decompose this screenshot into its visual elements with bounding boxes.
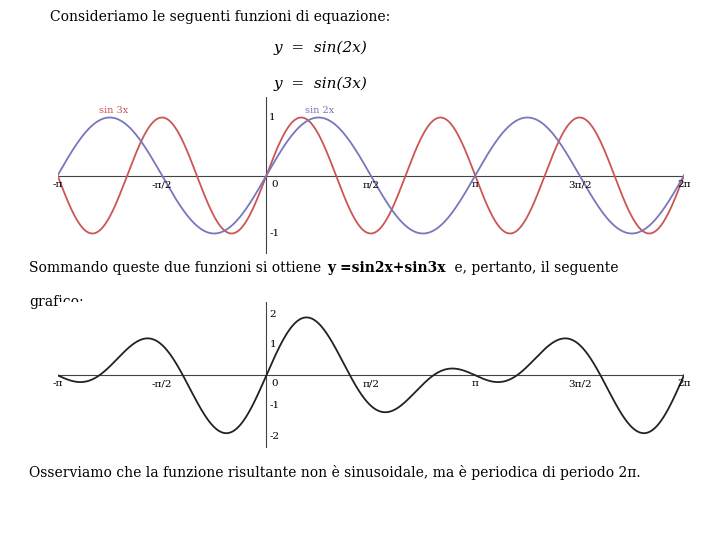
Text: -1: -1 xyxy=(269,229,279,238)
Text: -π/2: -π/2 xyxy=(152,379,172,388)
Text: -π: -π xyxy=(53,180,63,189)
Text: Osserviamo che la funzione risultante non è sinusoidale, ma è periodica di perio: Osserviamo che la funzione risultante no… xyxy=(29,465,640,480)
Text: -1: -1 xyxy=(270,401,280,410)
Text: 1: 1 xyxy=(270,340,276,349)
Text: 2π: 2π xyxy=(678,379,690,388)
Text: y  =  sin(2x): y = sin(2x) xyxy=(274,40,367,55)
Text: sin 3x: sin 3x xyxy=(99,106,128,114)
Text: -π/2: -π/2 xyxy=(152,180,172,189)
Text: Consideriamo le seguenti funzioni di equazione:: Consideriamo le seguenti funzioni di equ… xyxy=(50,10,391,24)
Text: Sommando queste due funzioni si ottiene: Sommando queste due funzioni si ottiene xyxy=(29,261,325,275)
Text: π/2: π/2 xyxy=(362,180,379,189)
Text: grafico:: grafico: xyxy=(29,295,84,309)
Text: 0: 0 xyxy=(271,180,278,189)
Text: 2: 2 xyxy=(270,310,276,319)
Text: -2: -2 xyxy=(270,431,280,441)
Text: 1: 1 xyxy=(269,113,276,122)
Text: -π: -π xyxy=(53,379,63,388)
Text: 0: 0 xyxy=(271,379,278,388)
Text: 2π: 2π xyxy=(678,180,690,189)
Text: π: π xyxy=(472,379,479,388)
Text: 3π/2: 3π/2 xyxy=(568,379,591,388)
Text: π: π xyxy=(472,180,479,189)
Text: y =sin2x+sin3x: y =sin2x+sin3x xyxy=(328,261,446,275)
Text: e, pertanto, il seguente: e, pertanto, il seguente xyxy=(450,261,618,275)
Text: y  =  sin(3x): y = sin(3x) xyxy=(274,77,367,91)
Text: 3π/2: 3π/2 xyxy=(568,180,591,189)
Text: sin 2x: sin 2x xyxy=(305,106,334,114)
Text: π/2: π/2 xyxy=(362,379,379,388)
